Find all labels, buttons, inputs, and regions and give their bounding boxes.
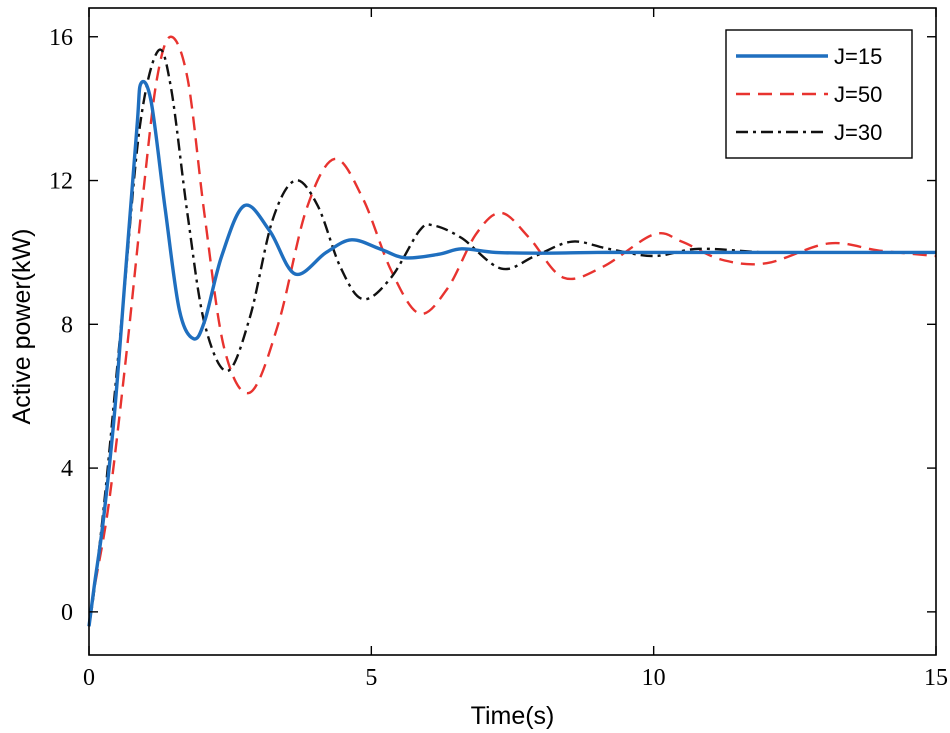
y-tick-label: 12 [49, 169, 73, 195]
x-axis-title: Time(s) [471, 702, 555, 730]
legend-label: J=30 [834, 120, 882, 145]
series-layer [87, 35, 937, 627]
plot-frame [88, 7, 937, 656]
x-tick-label: 0 [83, 665, 95, 691]
legend-label: J=15 [834, 44, 882, 69]
legend: J=15 J=50 J=30 [725, 29, 913, 159]
legend-label: J=50 [834, 82, 882, 107]
y-tick-label: 4 [61, 456, 73, 482]
series-line-j-15 [87, 79, 936, 627]
y-axis-title: Active power(kW) [8, 229, 36, 425]
legend-box [725, 29, 913, 159]
y-tick-label: 8 [61, 312, 73, 338]
y-tick-label: 0 [61, 600, 73, 626]
ticks-layer: 0 5 10 15 0 4 8 12 16 [49, 8, 948, 691]
series-line-j-30 [87, 48, 936, 627]
x-tick-label: 10 [642, 665, 666, 691]
y-tick-label: 16 [49, 25, 73, 51]
x-tick-label: 5 [365, 665, 377, 691]
x-tick-label: 15 [924, 665, 948, 691]
